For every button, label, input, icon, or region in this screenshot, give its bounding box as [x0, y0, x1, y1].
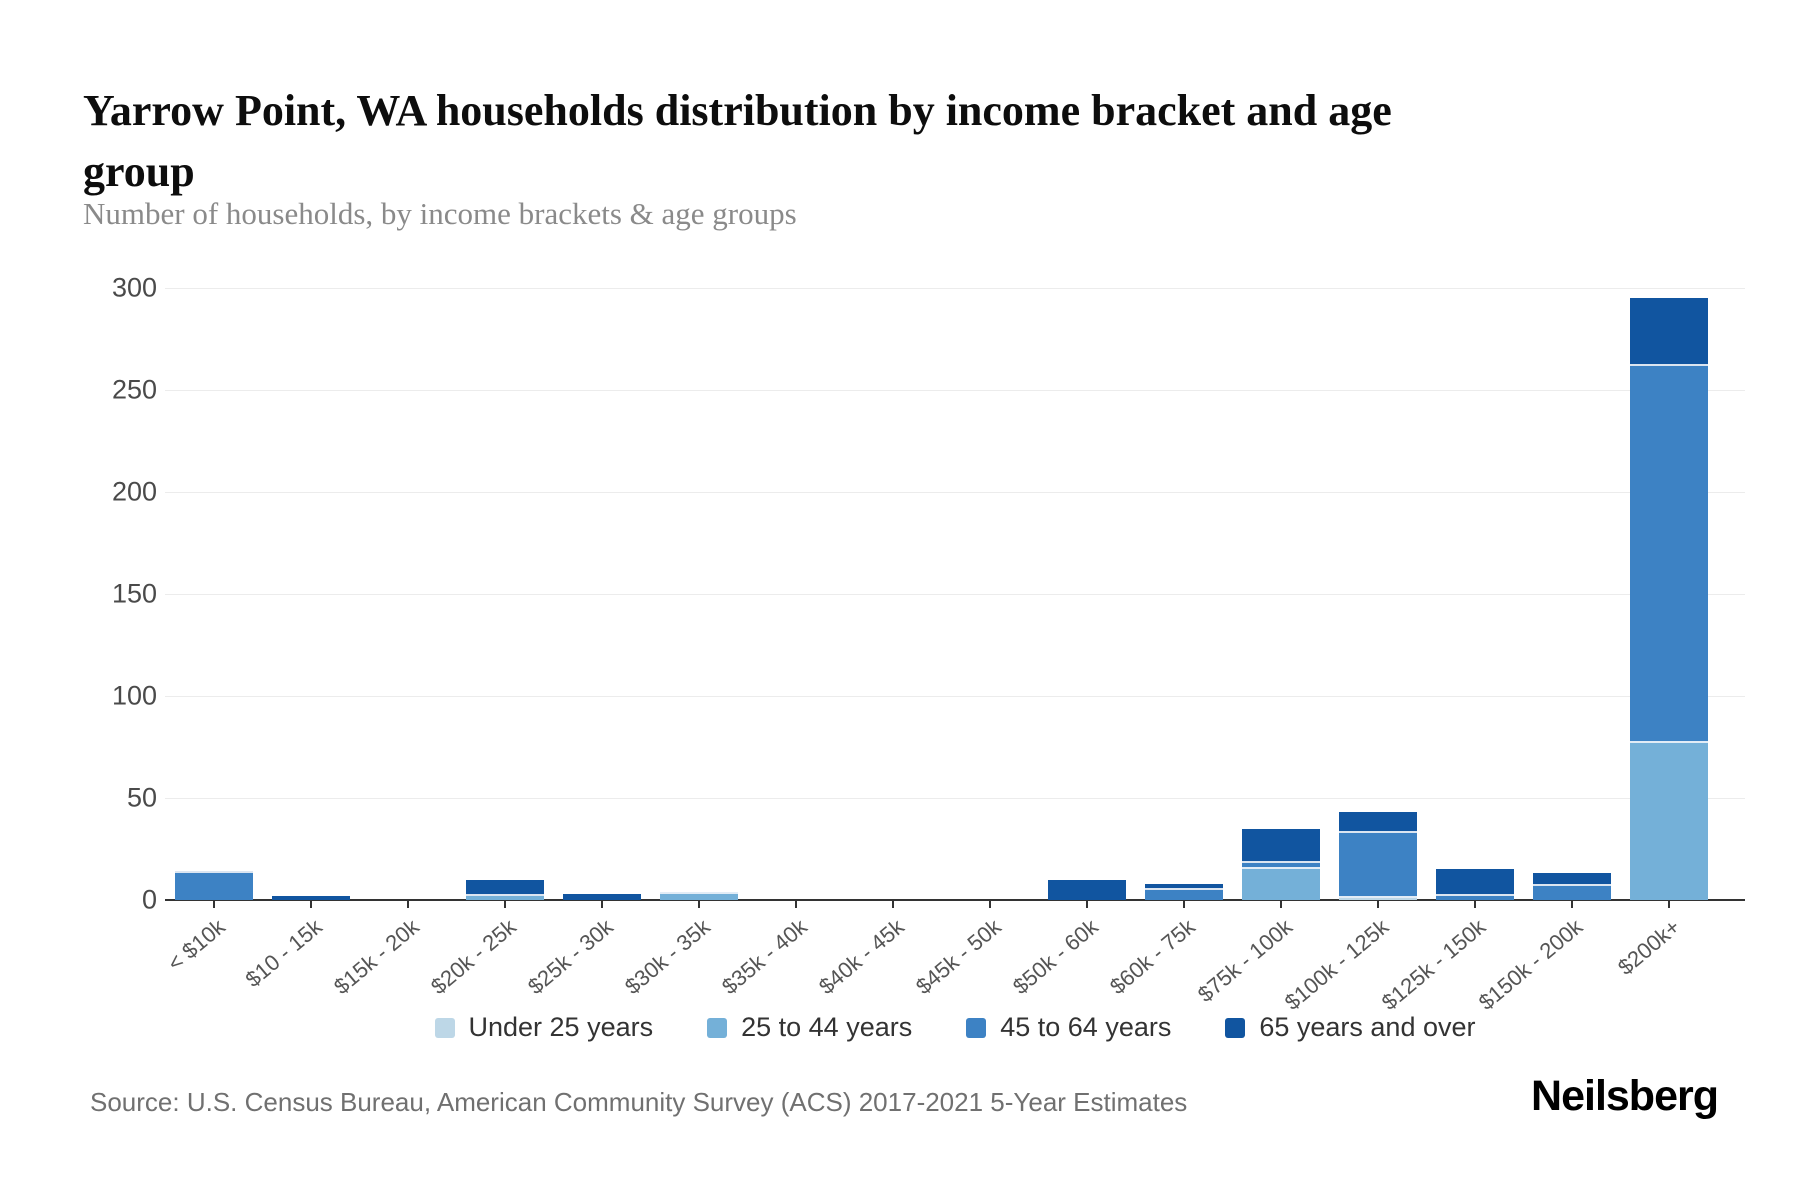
y-gridline [165, 390, 1745, 391]
x-axis-tick [309, 901, 312, 908]
x-axis-tick [988, 901, 991, 908]
legend-item[interactable]: 25 to 44 years [707, 1012, 912, 1043]
y-gridline [165, 288, 1745, 289]
page-subtitle: Number of households, by income brackets… [83, 196, 797, 231]
bar-segment[interactable] [1532, 873, 1611, 886]
x-axis-line [165, 899, 1745, 901]
y-axis-tick-label: 250 [111, 374, 157, 405]
bar-segment[interactable] [1338, 897, 1417, 900]
legend-label: Under 25 years [468, 1012, 654, 1042]
y-axis-tick-label: 200 [111, 476, 157, 507]
y-gridline [165, 798, 1745, 799]
x-axis-tick [406, 901, 409, 908]
bar-segment[interactable] [1435, 895, 1514, 900]
x-axis-category-label: $10 - 15k [240, 914, 327, 993]
legend-item[interactable]: 65 years and over [1225, 1012, 1476, 1043]
bar-segment[interactable] [1532, 885, 1611, 900]
x-axis-tick [600, 901, 603, 908]
x-axis-category-label: $20k - 25k [425, 914, 521, 1000]
x-axis-category-label: $30k - 35k [619, 914, 715, 1000]
x-axis-category-label: $150k - 200k [1474, 914, 1588, 1015]
bar-segment[interactable] [271, 895, 350, 900]
y-gridline [165, 492, 1745, 493]
y-axis-tick-label: 50 [126, 782, 157, 813]
bar-segment[interactable] [1241, 869, 1320, 900]
x-axis-category-label: $100k - 125k [1280, 914, 1394, 1015]
bar-segment[interactable] [1629, 742, 1708, 900]
x-axis-category-label: $200k+ [1612, 914, 1685, 980]
x-axis-tick [1667, 901, 1670, 908]
bar-segment[interactable] [465, 895, 544, 900]
bar-segment[interactable] [465, 879, 544, 896]
y-gridline [165, 594, 1745, 595]
y-axis-tick-label: 0 [141, 884, 157, 915]
legend-item[interactable]: 45 to 64 years [966, 1012, 1171, 1043]
bar-segment[interactable] [1241, 863, 1320, 870]
legend-swatch-icon [434, 1017, 455, 1038]
bar-segment[interactable] [174, 871, 253, 874]
legend-item[interactable]: Under 25 years [434, 1012, 654, 1043]
bar-segment[interactable] [1629, 365, 1708, 743]
y-axis-tick-label: 300 [111, 272, 157, 303]
x-axis-tick [794, 901, 797, 908]
bar-segment[interactable] [174, 873, 253, 900]
bar-segment[interactable] [562, 893, 641, 900]
bar-segment[interactable] [1338, 832, 1417, 898]
x-axis-tick [1279, 901, 1282, 908]
x-axis-tick [1085, 901, 1088, 908]
legend-swatch-icon [1225, 1017, 1246, 1038]
x-axis-tick [1473, 901, 1476, 908]
bar-segment[interactable] [1144, 889, 1223, 900]
x-axis-category-label: $50k - 60k [1007, 914, 1103, 1000]
x-axis-category-label: < $10k [162, 914, 230, 977]
y-axis-tick-label: 150 [111, 578, 157, 609]
x-axis-category-label: $15k - 20k [328, 914, 424, 1000]
y-gridline [165, 696, 1745, 697]
bar-segment[interactable] [1241, 828, 1320, 864]
x-axis-tick [1570, 901, 1573, 908]
legend-label: 25 to 44 years [741, 1012, 913, 1042]
bar-segment[interactable] [1435, 869, 1514, 896]
x-axis-category-label: $40k - 45k [813, 914, 909, 1000]
legend-swatch-icon [966, 1017, 987, 1038]
bar-segment[interactable] [1338, 812, 1417, 833]
brand-logo: Neilsberg [1531, 1072, 1719, 1120]
x-axis-tick [891, 901, 894, 908]
chart-legend: Under 25 years 25 to 44 years 45 to 64 yea… [165, 1012, 1745, 1043]
legend-label: 65 years and over [1259, 1012, 1476, 1042]
x-axis-tick [1376, 901, 1379, 908]
bar-segment[interactable] [659, 891, 738, 894]
bar-segment[interactable] [1629, 298, 1708, 366]
x-axis-tick [1182, 901, 1185, 908]
source-attribution: Source: U.S. Census Bureau, American Com… [90, 1087, 1188, 1117]
x-axis-category-label: $60k - 75k [1104, 914, 1200, 1000]
x-axis-category-label: $25k - 30k [522, 914, 618, 1000]
x-axis-tick [212, 901, 215, 908]
x-axis-tick [697, 901, 700, 908]
x-axis-category-label: $35k - 40k [716, 914, 812, 1000]
x-axis-category-label: $45k - 50k [910, 914, 1006, 1000]
bar-segment[interactable] [1144, 883, 1223, 890]
page-title: Yarrow Point, WA households distribution… [83, 86, 1392, 197]
bar-segment[interactable] [1047, 879, 1126, 900]
legend-swatch-icon [707, 1017, 728, 1038]
bar-segment[interactable] [659, 893, 738, 900]
x-axis-category-label: $125k - 150k [1377, 914, 1491, 1015]
x-axis-tick [503, 901, 506, 908]
legend-label: 45 to 64 years [1000, 1012, 1172, 1042]
y-axis-tick-label: 100 [111, 680, 157, 711]
